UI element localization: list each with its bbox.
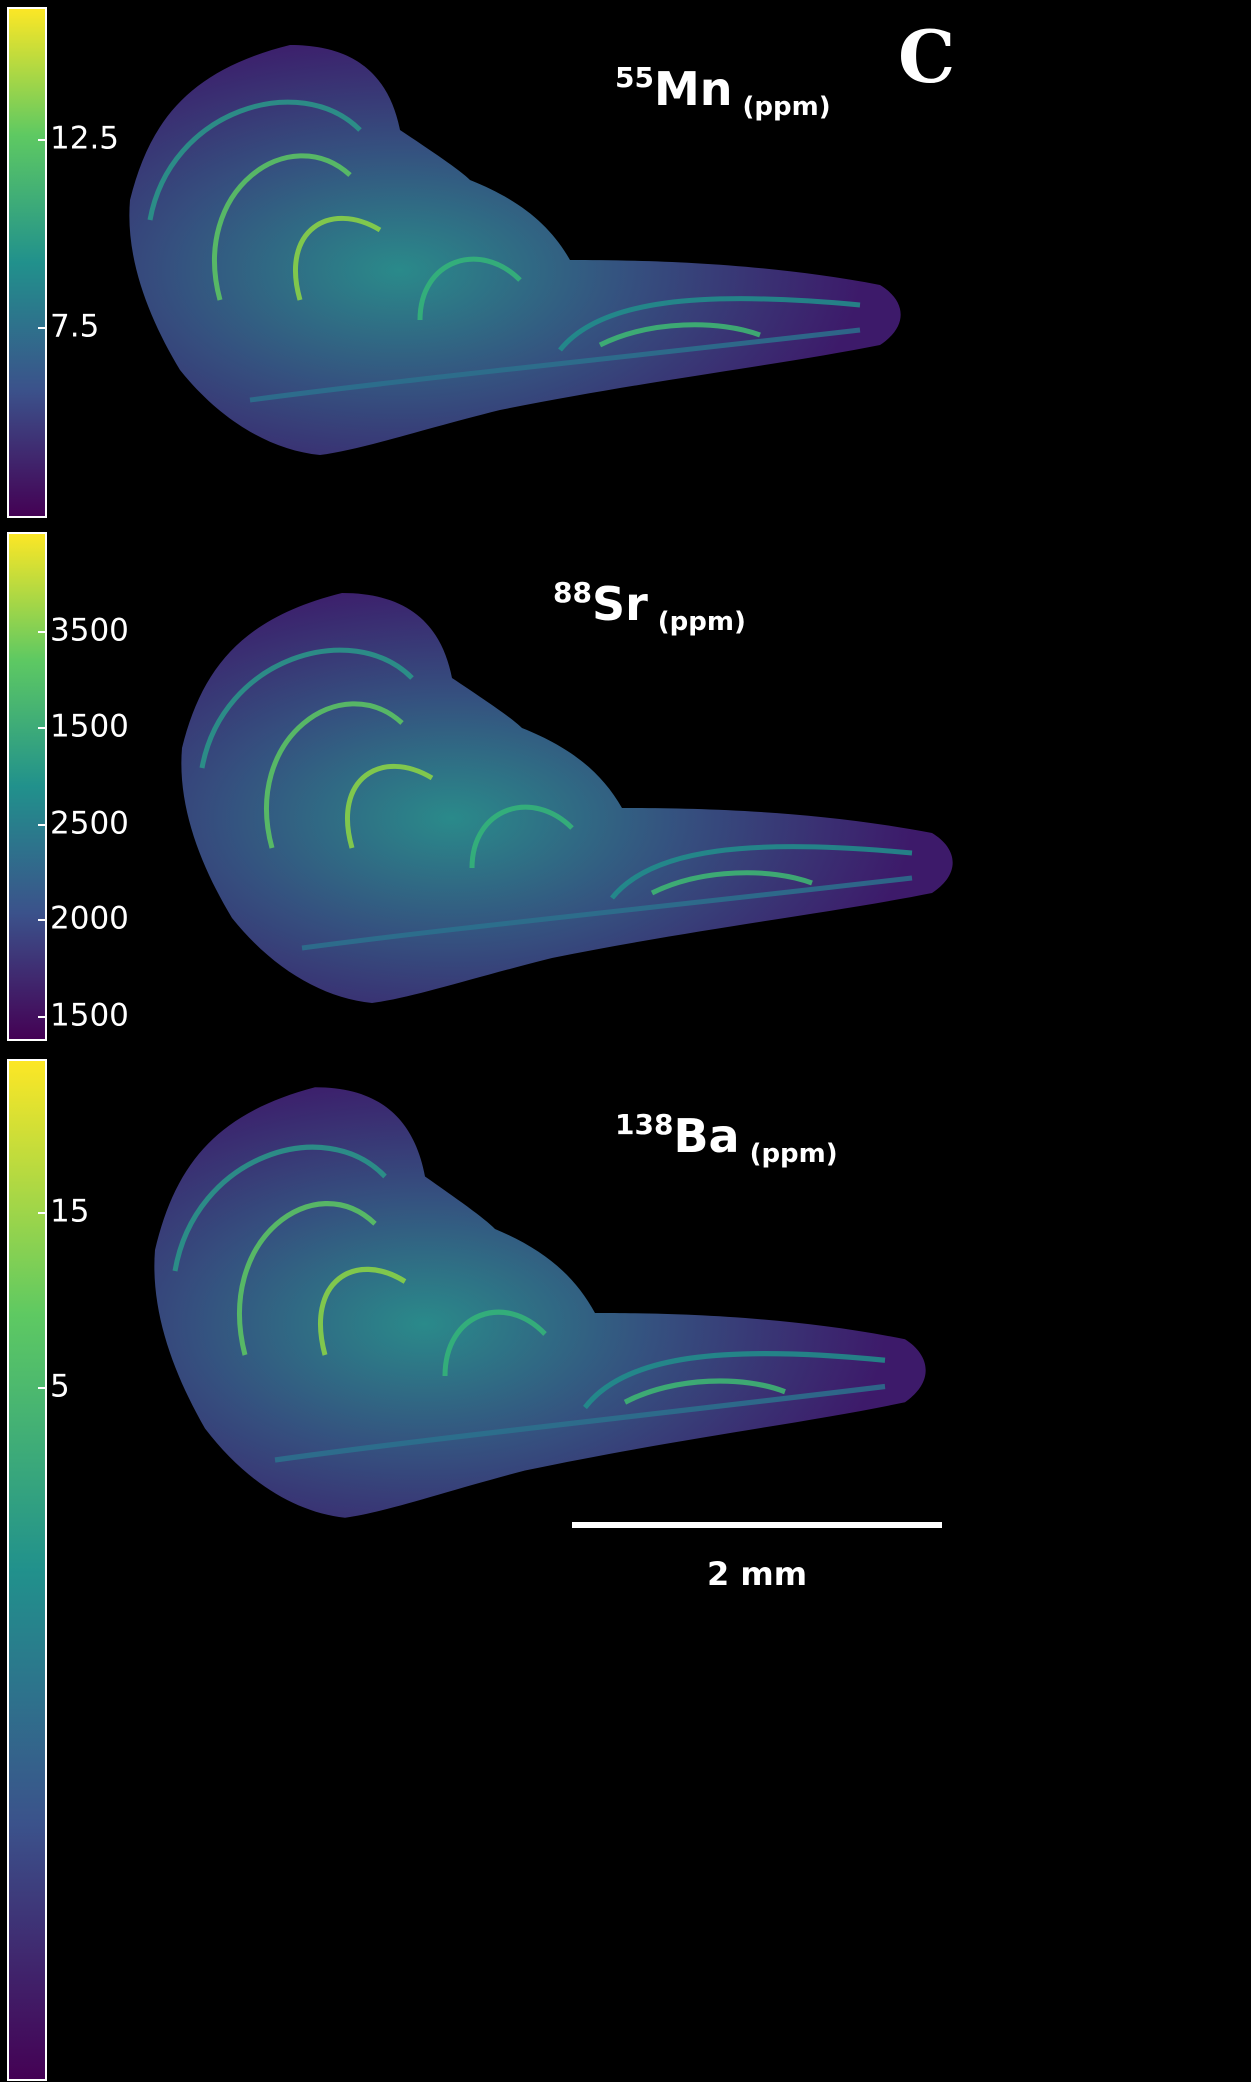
colorbar-tick-label: 1500 — [50, 998, 129, 1034]
colorbar-tick-label: 7.5 — [50, 309, 99, 345]
colorbar-tick-label: 5 — [50, 1369, 70, 1405]
isotope-mass: 55 — [615, 61, 654, 94]
panel-label: 55Mn (ppm) — [615, 61, 831, 122]
colorbar-tick-label: 15 — [50, 1194, 89, 1230]
element: Sr — [592, 577, 648, 631]
colorbar-tick-label: 2000 — [50, 901, 129, 937]
colorbar-tick-label: 3500 — [50, 613, 129, 649]
unit: (ppm) — [658, 607, 746, 637]
isotope-mass: 88 — [553, 576, 592, 609]
panel-label: 88Sr (ppm) — [553, 576, 746, 637]
element: Ba — [673, 1109, 739, 1163]
unit: (ppm) — [743, 92, 831, 122]
colorbar — [8, 533, 46, 1040]
element: Mn — [654, 62, 733, 116]
scale-bar-label: 2 mm — [707, 1555, 807, 1593]
isotope-mass: 138 — [615, 1108, 673, 1141]
panel-label: 138Ba (ppm) — [615, 1108, 838, 1169]
colorbar — [8, 8, 46, 517]
page: 12.5 7.5 55Mn (ppm) 3500 1500 2500 2000 1500 88Sr… — [0, 0, 1251, 2082]
colorbar-tick-label: 12.5 — [50, 121, 119, 157]
colorbar-tick-label: 1500 — [50, 709, 129, 745]
colorbar-tick-label: 2500 — [50, 806, 129, 842]
panel-letter: C — [898, 14, 955, 99]
unit: (ppm) — [750, 1139, 838, 1169]
figure: 12.5 7.5 55Mn (ppm) 3500 1500 2500 2000 1500 88Sr… — [0, 0, 1251, 2082]
otolith-map — [181, 593, 952, 1003]
